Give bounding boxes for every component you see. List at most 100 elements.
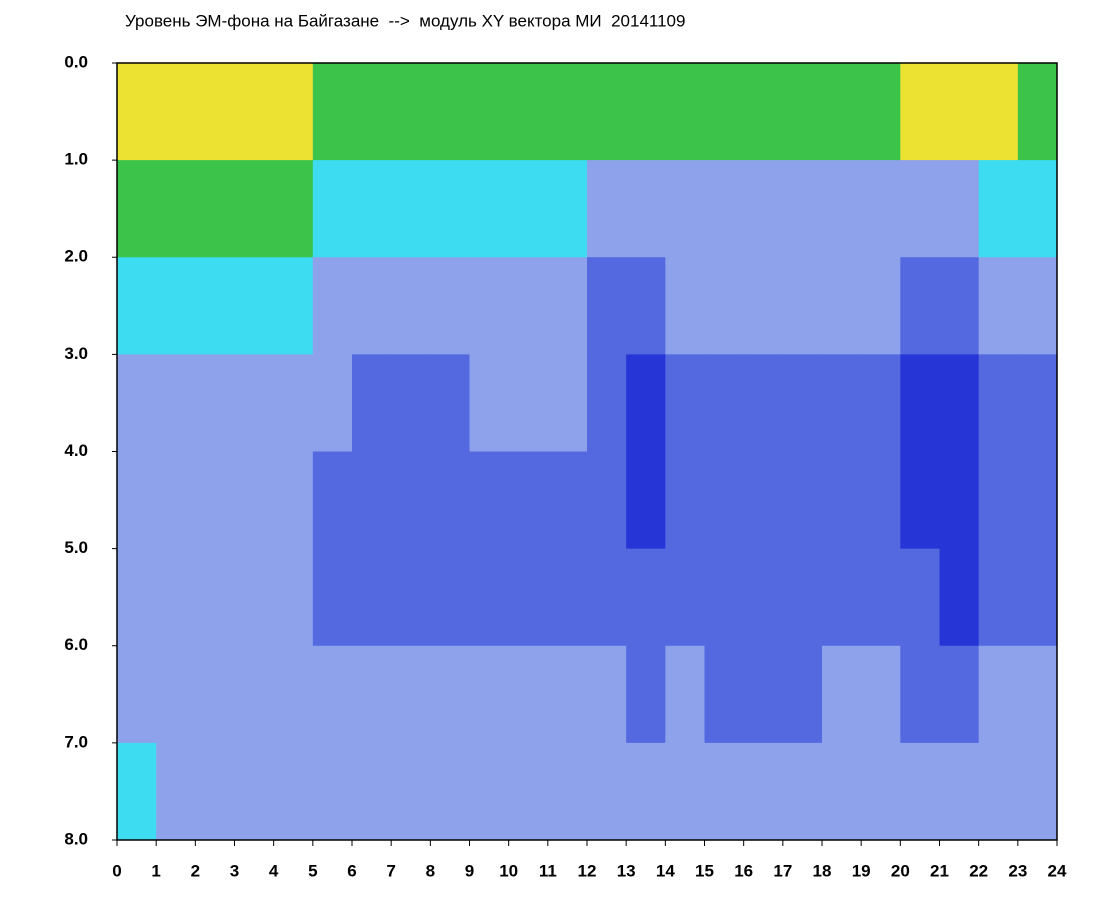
heatmap-cell [587, 645, 627, 744]
heatmap-cell [939, 451, 980, 550]
heatmap-cell [195, 645, 235, 744]
x-tick-label: 7 [386, 861, 395, 880]
heatmap-cell [587, 548, 627, 647]
x-tick-label: 14 [656, 861, 675, 880]
heatmap-cell [352, 451, 392, 550]
heatmap-cell [273, 548, 314, 647]
heatmap-cell [312, 63, 353, 161]
heatmap-cell [234, 645, 275, 744]
heatmap-cell [391, 257, 431, 355]
heatmap-cell [978, 548, 1019, 647]
heatmap-cell [117, 63, 157, 161]
heatmap-cell [626, 548, 666, 647]
heatmap-cell [822, 451, 862, 550]
heatmap-cell [352, 742, 392, 841]
heatmap-cell [587, 354, 627, 452]
heatmap-cell [861, 354, 901, 452]
heatmap-cell [782, 160, 823, 258]
heatmap-cell [469, 645, 510, 744]
heatmap-cell [1017, 451, 1058, 550]
heatmap-cell [587, 742, 627, 841]
heatmap-cell [508, 354, 549, 452]
x-tick-label: 5 [308, 861, 317, 880]
heatmap-cell [547, 160, 588, 258]
heatmap-cell [900, 257, 940, 355]
heatmap-cell [900, 645, 940, 744]
heatmap-cell [156, 160, 196, 258]
heatmap-cell [352, 160, 392, 258]
heatmap-cell [743, 645, 784, 744]
heatmap-cell [391, 63, 431, 161]
y-tick-label: 5.0 [64, 538, 88, 557]
heatmap-cell [391, 160, 431, 258]
heatmap-cell [195, 354, 235, 452]
heatmap-cell [430, 742, 470, 841]
heatmap-cell [391, 354, 431, 452]
heatmap-cell [822, 548, 862, 647]
heatmap-cell [156, 63, 196, 161]
heatmap-cell [1017, 742, 1058, 841]
heatmap-cell [273, 645, 314, 744]
heatmap-cell [939, 160, 980, 258]
x-tick-label: 6 [347, 861, 356, 880]
heatmap-cell [861, 160, 901, 258]
heatmap-cell [391, 742, 431, 841]
heatmap-cell [939, 63, 980, 161]
heatmap-cell [312, 451, 353, 550]
heatmap-cell [782, 63, 823, 161]
heatmap-cell [117, 742, 157, 841]
heatmap-cell [665, 645, 705, 744]
heatmap-cell [939, 354, 980, 452]
heatmap-cell [469, 63, 510, 161]
heatmap-cell [861, 63, 901, 161]
heatmap-cell [234, 160, 275, 258]
heatmap-cell [861, 548, 901, 647]
x-tick-label: 15 [695, 861, 714, 880]
heatmap-cell [822, 160, 862, 258]
heatmap-cell [117, 548, 157, 647]
heatmap-cell [900, 160, 940, 258]
heatmap-cell [1017, 354, 1058, 452]
heatmap-cell [117, 645, 157, 744]
heatmap-cell [704, 451, 745, 550]
heatmap-cell [626, 645, 666, 744]
heatmap-cell [195, 451, 235, 550]
heatmap-cell [704, 160, 745, 258]
heatmap-cell [352, 548, 392, 647]
heatmap-cell [547, 742, 588, 841]
heatmap-cell [665, 354, 705, 452]
heatmap-cell [469, 160, 510, 258]
heatmap-cell [156, 645, 196, 744]
heatmap-cell [156, 257, 196, 355]
x-tick-label: 10 [499, 861, 518, 880]
x-tick-label: 23 [1008, 861, 1027, 880]
heatmap-cell [743, 160, 784, 258]
heatmap-cell [469, 548, 510, 647]
heatmap-cell [900, 548, 940, 647]
heatmap-cell [900, 451, 940, 550]
x-tick-label: 16 [734, 861, 753, 880]
x-tick-label: 21 [930, 861, 949, 880]
y-tick-label: 1.0 [64, 150, 88, 169]
heatmap-cell [469, 742, 510, 841]
heatmap-cell [430, 451, 470, 550]
heatmap-cell [587, 160, 627, 258]
heatmap-cell [508, 548, 549, 647]
heatmap-cell [117, 451, 157, 550]
heatmap-cell [1017, 645, 1058, 744]
heatmap-cell [822, 742, 862, 841]
heatmap-cell [273, 63, 314, 161]
heatmap-cell [234, 451, 275, 550]
heatmap-cell [156, 548, 196, 647]
x-tick-label: 20 [891, 861, 910, 880]
heatmap-cell [195, 63, 235, 161]
heatmap-cell [743, 742, 784, 841]
heatmap-cell [391, 645, 431, 744]
heatmap-cell [508, 63, 549, 161]
heatmap-cell [117, 160, 157, 258]
heatmap-cell [273, 354, 314, 452]
heatmap-cell [626, 742, 666, 841]
heatmap-cell [704, 354, 745, 452]
